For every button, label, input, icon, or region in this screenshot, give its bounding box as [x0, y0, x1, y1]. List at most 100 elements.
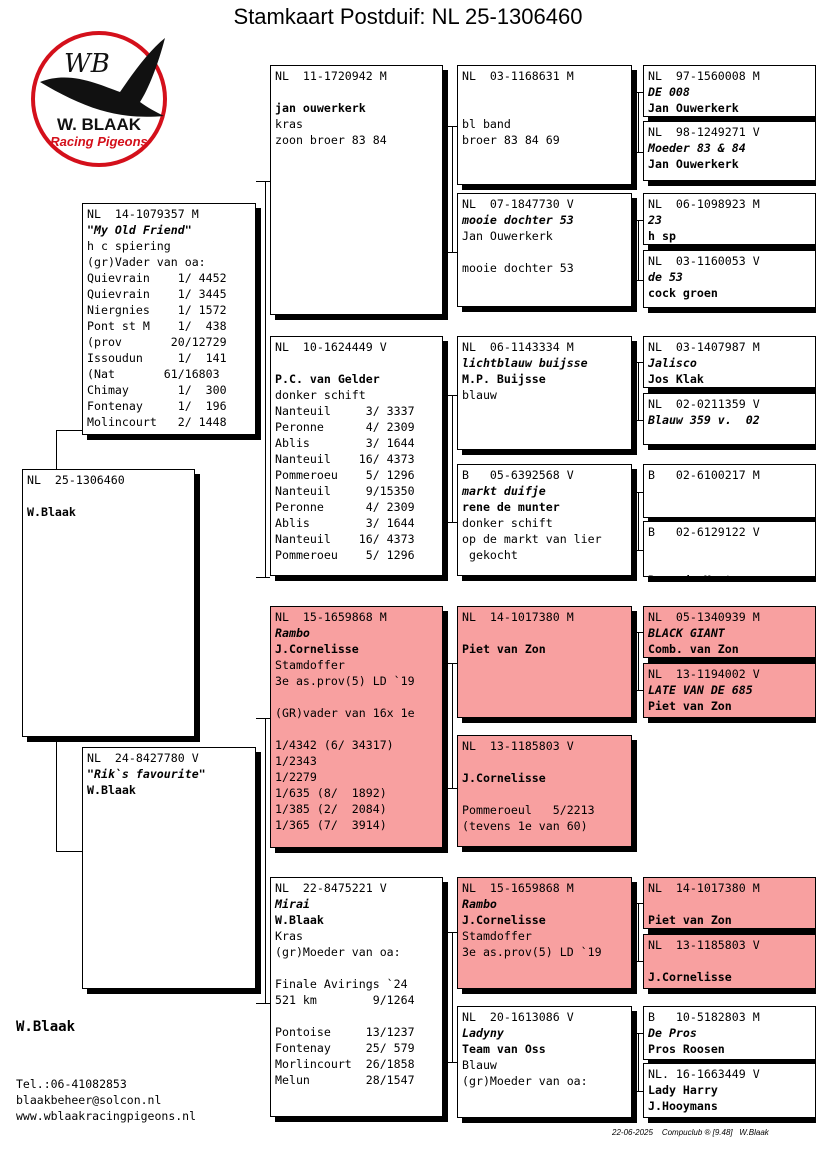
tree-connector — [632, 903, 643, 904]
tree-connector — [443, 932, 457, 933]
card-line — [27, 488, 190, 504]
card-line: bl band — [462, 117, 511, 131]
card-line: (prov 20/12729 — [87, 335, 227, 349]
card-line: h c spiering — [87, 239, 171, 253]
tree-connector — [632, 280, 643, 281]
tree-connector — [452, 126, 453, 252]
tree-connector — [452, 395, 453, 522]
ring-number: NL 03-1407987 M — [648, 340, 760, 354]
footer: 22-06-2025 Compuclub ® [9.48] W.Blaak — [612, 1128, 769, 1137]
card-line: Quievrain 1/ 4452 — [87, 271, 227, 285]
card-line: J.Cornelisse — [462, 771, 546, 785]
card-line: Fontenay 1/ 196 — [87, 399, 227, 413]
card-line: W.Blaak — [27, 505, 76, 519]
card-line — [648, 896, 811, 912]
pigeon-card-g10: NL 13-1194002 V LATE VAN DE 685 Piet van Z… — [643, 663, 816, 718]
tree-connector — [265, 181, 266, 577]
card-line: Pommeroeu 5/ 1296 — [275, 468, 415, 482]
card-line — [462, 100, 627, 116]
ring-number: NL 02-0211359 V — [648, 397, 760, 411]
tree-connector — [443, 252, 457, 253]
tree-connector — [56, 430, 82, 431]
card-line: Ablis 3/ 1644 — [275, 436, 415, 450]
ring-number: NL 13-1185803 V — [462, 739, 574, 753]
card-line: Jalisco — [648, 356, 697, 370]
ring-number: NL 25-1306460 — [27, 473, 125, 487]
card-line: Stamdoffer — [275, 658, 345, 672]
tree-connector — [443, 788, 457, 789]
card-line: DE 008 — [648, 85, 690, 99]
card-line: Peronne 4/ 2309 — [275, 420, 415, 434]
tree-connector — [443, 522, 457, 523]
pigeon-card-ffm: NL 07-1847730 V mooie dochter 53 Jan Ouwer… — [457, 193, 632, 307]
card-line: Finale Avirings `24 — [275, 977, 408, 991]
pigeon-card-g2: NL 98-1249271 V Moeder 83 & 84 Jan Ouwerke… — [643, 121, 816, 181]
ring-number: NL 13-1194002 V — [648, 667, 760, 681]
card-line: "Rik`s favourite" — [87, 767, 206, 781]
card-line: Fontenay 25/ 579 — [275, 1041, 415, 1055]
logo-monogram: WB — [64, 49, 110, 79]
card-line: Jan Ouwerkerk — [462, 229, 553, 243]
ring-number: NL 03-1160053 V — [648, 254, 760, 268]
card-line: Moeder 83 & 84 — [648, 141, 746, 155]
card-line: Nanteuil 16/ 4373 — [275, 532, 415, 546]
card-line: J.Hooymans — [648, 1099, 718, 1113]
pigeon-card-mmm: NL 20-1613086 V Ladyny Team van Oss Blauw (g… — [457, 1006, 632, 1118]
card-line: Pont st M 1/ 438 — [87, 319, 227, 333]
card-line: kras — [275, 117, 303, 131]
pigeon-card-g8: B 02-6129122 V Rene de Munter — [643, 521, 816, 577]
card-line: Nanteuil 16/ 4373 — [275, 452, 415, 466]
pigeon-card-mff: NL 14-1017380 M Piet van Zon — [457, 606, 632, 718]
card-line: Pontoise 13/1237 — [275, 1025, 415, 1039]
card-line: Nanteuil 9/15350 — [275, 484, 415, 498]
pigeon-card-g6: NL 02-0211359 V Blauw 359 v. 02 — [643, 393, 816, 445]
ring-number: NL 10-1624449 V — [275, 340, 387, 354]
card-line: lichtblauw buijsse — [462, 356, 588, 370]
card-line: cock groen — [648, 286, 718, 300]
ring-number: NL. 16-1663449 V — [648, 1067, 760, 1081]
pigeon-card-g3: NL 06-1098923 M 23 h sp — [643, 193, 816, 245]
pigeon-card-g13: NL 14-1017380 M Piet van Zon — [643, 877, 816, 929]
card-line: Rambo — [462, 897, 497, 911]
card-line: Pommeroeu 5/ 1296 — [275, 548, 415, 562]
card-line: W.Blaak — [87, 783, 136, 797]
tree-connector — [632, 152, 643, 153]
card-line: broer 83 84 69 — [462, 133, 560, 147]
card-line — [648, 540, 811, 556]
ring-number: NL 20-1613086 V — [462, 1010, 574, 1024]
tree-connector — [452, 663, 453, 788]
card-line: Jos Klak — [648, 372, 704, 386]
card-line: (gr)Vader van oa: — [87, 255, 206, 269]
card-line: jan ouwerkerk — [275, 101, 366, 115]
card-line: J.Cornelisse — [462, 913, 546, 927]
pigeon-card-fff: NL 03-1168631 M bl band broer 83 84 69 — [457, 65, 632, 185]
card-line — [462, 786, 627, 802]
card-line: Pros Roosen — [648, 1042, 725, 1056]
card-line: (tevens 1e van 60) — [462, 819, 588, 833]
ring-number: NL 06-1098923 M — [648, 197, 760, 211]
card-line: LATE VAN DE 685 — [648, 683, 753, 697]
card-line: Stamdoffer — [462, 929, 532, 943]
card-line — [462, 84, 627, 100]
card-line: Ablis 3/ 1644 — [275, 516, 415, 530]
card-line: Mirai — [275, 897, 310, 911]
pigeon-card-g16: NL. 16-1663449 V Lady Harry J.Hooymans — [643, 1063, 816, 1118]
card-line: Lady Harry — [648, 1083, 718, 1097]
pigeon-card-mmf: NL 15-1659868 M Rambo J.Cornelisse Stamdoff… — [457, 877, 632, 989]
pigeon-card-subject: NL 25-1306460 W.Blaak — [22, 469, 195, 737]
card-line — [648, 556, 811, 572]
tree-connector — [256, 577, 270, 578]
card-line: Jan Ouwerkerk — [648, 157, 739, 171]
pigeon-icon — [40, 38, 165, 117]
tree-connector — [56, 851, 82, 852]
card-line: 521 km 9/1264 — [275, 993, 415, 1007]
contact-website: www.wblaakracingpigeons.nl — [16, 1109, 197, 1123]
contact-phone: Tel.:06-41082853 — [16, 1077, 127, 1091]
ring-number: NL 05-1340939 M — [648, 610, 760, 624]
card-line: 1/385 (2/ 2084) — [275, 802, 387, 816]
logo: WB W. BLAAK Racing Pigeons — [31, 31, 167, 167]
tree-connector — [632, 492, 643, 493]
pigeon-card-ff: NL 11-1720942 M jan ouwerkerk kras zoon bro… — [270, 65, 443, 315]
ring-number: NL 14-1017380 M — [648, 881, 760, 895]
card-line: 3e as.prov(5) LD `19 — [275, 674, 415, 688]
